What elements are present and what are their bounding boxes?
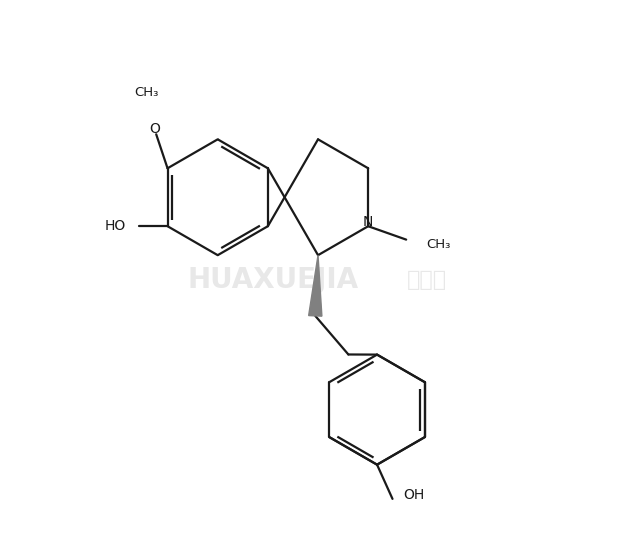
Text: HUAXUEJIA: HUAXUEJIA xyxy=(187,266,358,294)
Text: OH: OH xyxy=(403,488,425,502)
Text: O: O xyxy=(149,122,160,136)
Text: CH₃: CH₃ xyxy=(426,238,451,251)
Text: HO: HO xyxy=(105,219,126,233)
Text: CH₃: CH₃ xyxy=(134,86,159,99)
Text: 化学加: 化学加 xyxy=(407,270,448,290)
Text: N: N xyxy=(363,215,373,229)
Polygon shape xyxy=(309,255,322,316)
